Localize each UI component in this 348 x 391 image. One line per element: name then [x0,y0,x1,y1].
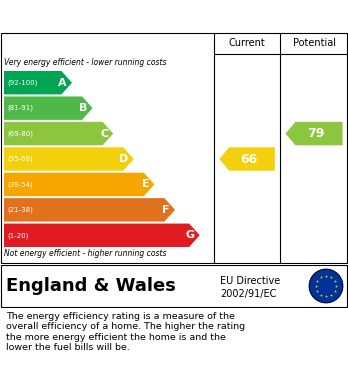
Text: G: G [185,230,195,240]
Text: (1-20): (1-20) [7,232,29,239]
Polygon shape [4,71,72,95]
Polygon shape [4,122,113,145]
Text: (81-91): (81-91) [7,105,33,111]
Text: 2002/91/EC: 2002/91/EC [220,289,276,299]
Text: Energy Efficiency Rating: Energy Efficiency Rating [10,9,220,23]
Text: (39-54): (39-54) [7,181,33,188]
Polygon shape [4,147,134,171]
Text: Not energy efficient - higher running costs: Not energy efficient - higher running co… [4,249,166,258]
Text: 66: 66 [240,152,257,165]
Text: Very energy efficient - lower running costs: Very energy efficient - lower running co… [4,58,166,67]
Text: C: C [100,129,108,138]
Text: EU Directive: EU Directive [220,276,280,286]
Text: (69-80): (69-80) [7,130,33,137]
Polygon shape [219,147,275,171]
Text: A: A [58,78,67,88]
Text: E: E [142,179,149,189]
Text: (21-38): (21-38) [7,206,33,213]
Text: England & Wales: England & Wales [6,277,176,295]
Polygon shape [4,97,93,120]
Polygon shape [4,173,155,196]
Polygon shape [286,122,342,145]
Text: 79: 79 [307,127,324,140]
Text: B: B [79,103,88,113]
Text: Current: Current [229,38,266,48]
Circle shape [309,269,343,303]
Polygon shape [4,224,200,247]
Text: D: D [119,154,129,164]
Text: The energy efficiency rating is a measure of the
overall efficiency of a home. T: The energy efficiency rating is a measur… [6,312,245,352]
Text: (55-68): (55-68) [7,156,33,162]
Text: (92-100): (92-100) [7,79,37,86]
Text: F: F [163,205,170,215]
Polygon shape [4,198,175,222]
Text: Potential: Potential [293,38,335,48]
